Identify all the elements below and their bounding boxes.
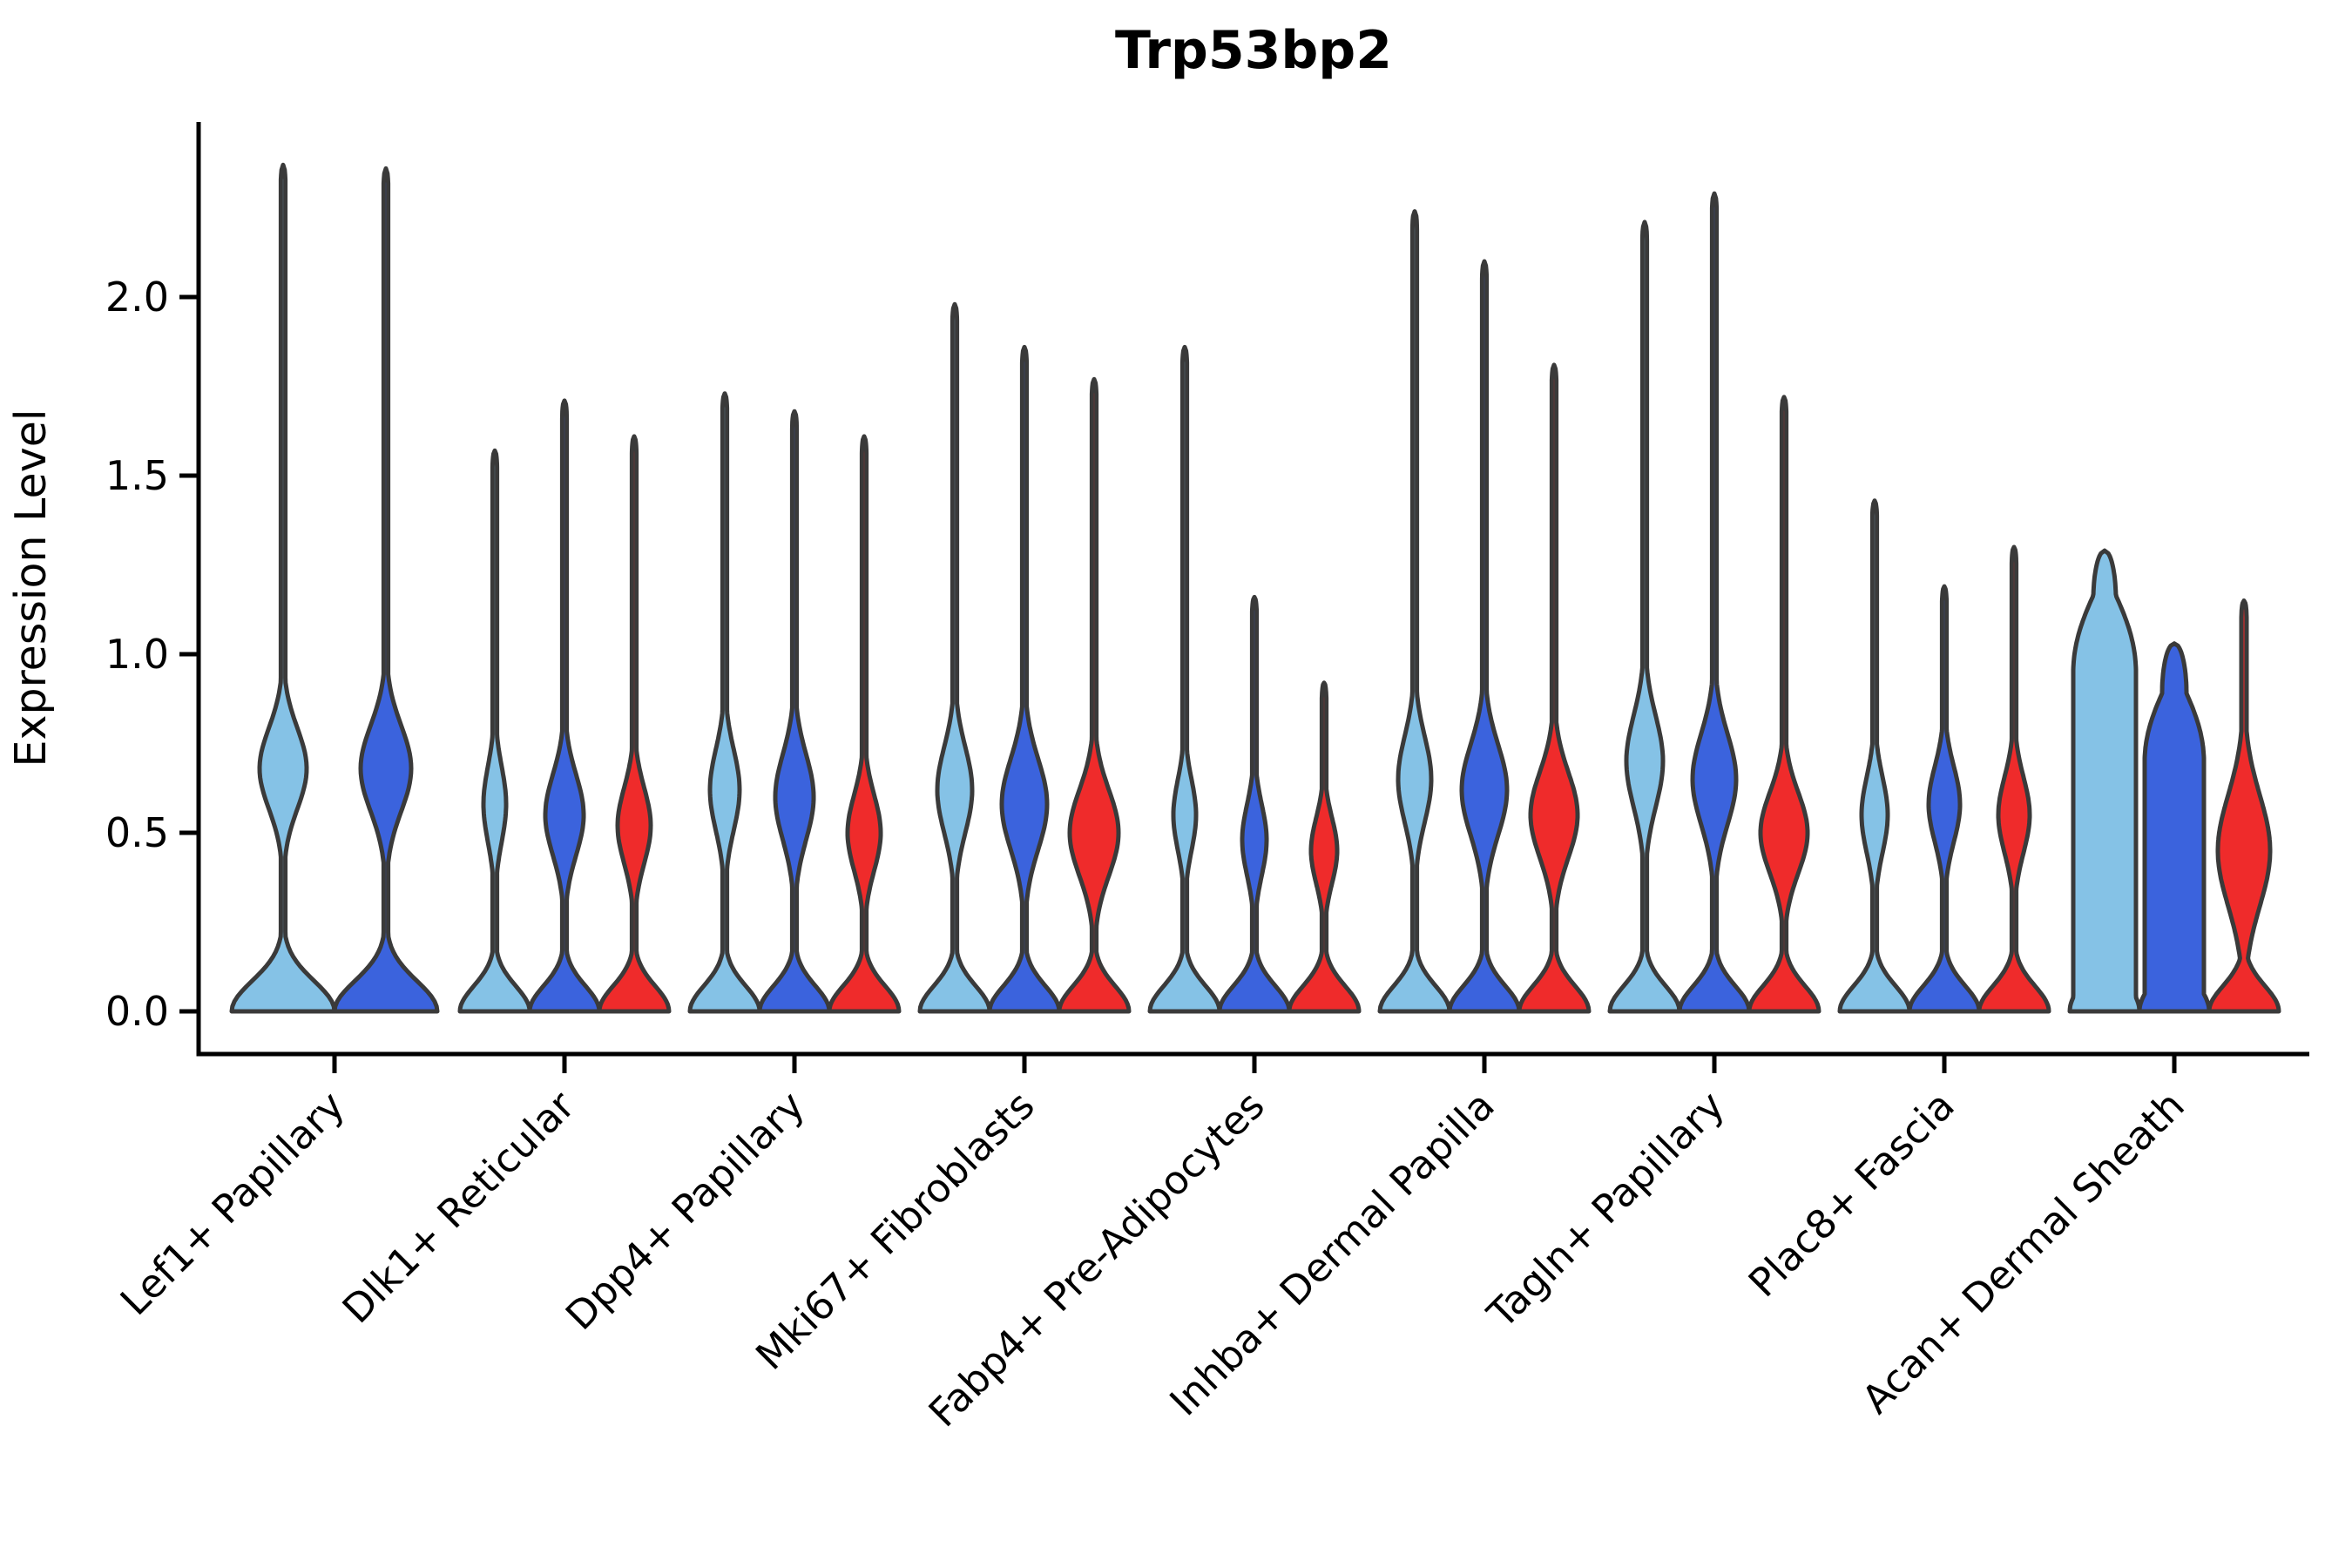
violin-5-red (1287, 680, 1362, 1014)
x-tick-label: Tagln+ Papillary (1478, 1082, 1734, 1337)
x-tick-label: Dlk1+ Reticular (334, 1082, 584, 1332)
violin-4-dark_blue (987, 344, 1062, 1014)
violin-2-dark_blue (527, 398, 602, 1014)
violin-6-light_blue (1377, 209, 1452, 1014)
violin-4-light_blue (917, 301, 992, 1014)
y-tick-label: 1.0 (105, 631, 169, 678)
violin-1-dark_blue (332, 166, 440, 1014)
y-tick-label: 2.0 (105, 274, 169, 321)
chart-title: Trp53bp2 (1115, 20, 1392, 81)
violin-7-dark_blue (1677, 191, 1752, 1014)
y-tick-label: 0.5 (105, 809, 169, 856)
violin-9-red (2207, 598, 2281, 1014)
y-tick-label: 1.5 (105, 452, 169, 499)
violin-3-dark_blue (757, 409, 832, 1014)
y-axis-label: Expression Level (6, 409, 56, 767)
violin-9-light_blue (2067, 548, 2142, 1014)
violin-7-red (1747, 395, 1821, 1014)
violin-6-red (1517, 362, 1592, 1014)
violin-3-red (827, 434, 902, 1014)
violin-5-dark_blue (1217, 594, 1292, 1014)
violin-5-light_blue (1147, 344, 1222, 1014)
violin-6-dark_blue (1447, 259, 1522, 1014)
violin-8-red (1977, 544, 2051, 1014)
violin-9-dark_blue (2137, 641, 2212, 1014)
violin-8-light_blue (1837, 498, 1912, 1014)
violin-2-light_blue (457, 448, 532, 1014)
x-tick-label: Dpp4+ Papillary (557, 1082, 814, 1339)
violin-1-light_blue (229, 162, 337, 1014)
violin-2-red (597, 434, 672, 1014)
violin-7-light_blue (1607, 220, 1682, 1014)
x-tick-label: Plac8+ Fascia (1740, 1082, 1963, 1306)
x-tick-label: Lef1+ Papillary (112, 1082, 354, 1324)
violin-8-dark_blue (1907, 584, 1982, 1014)
violin-4-red (1057, 376, 1132, 1014)
y-tick-label: 0.0 (105, 988, 169, 1035)
violin-3-light_blue (687, 391, 762, 1014)
